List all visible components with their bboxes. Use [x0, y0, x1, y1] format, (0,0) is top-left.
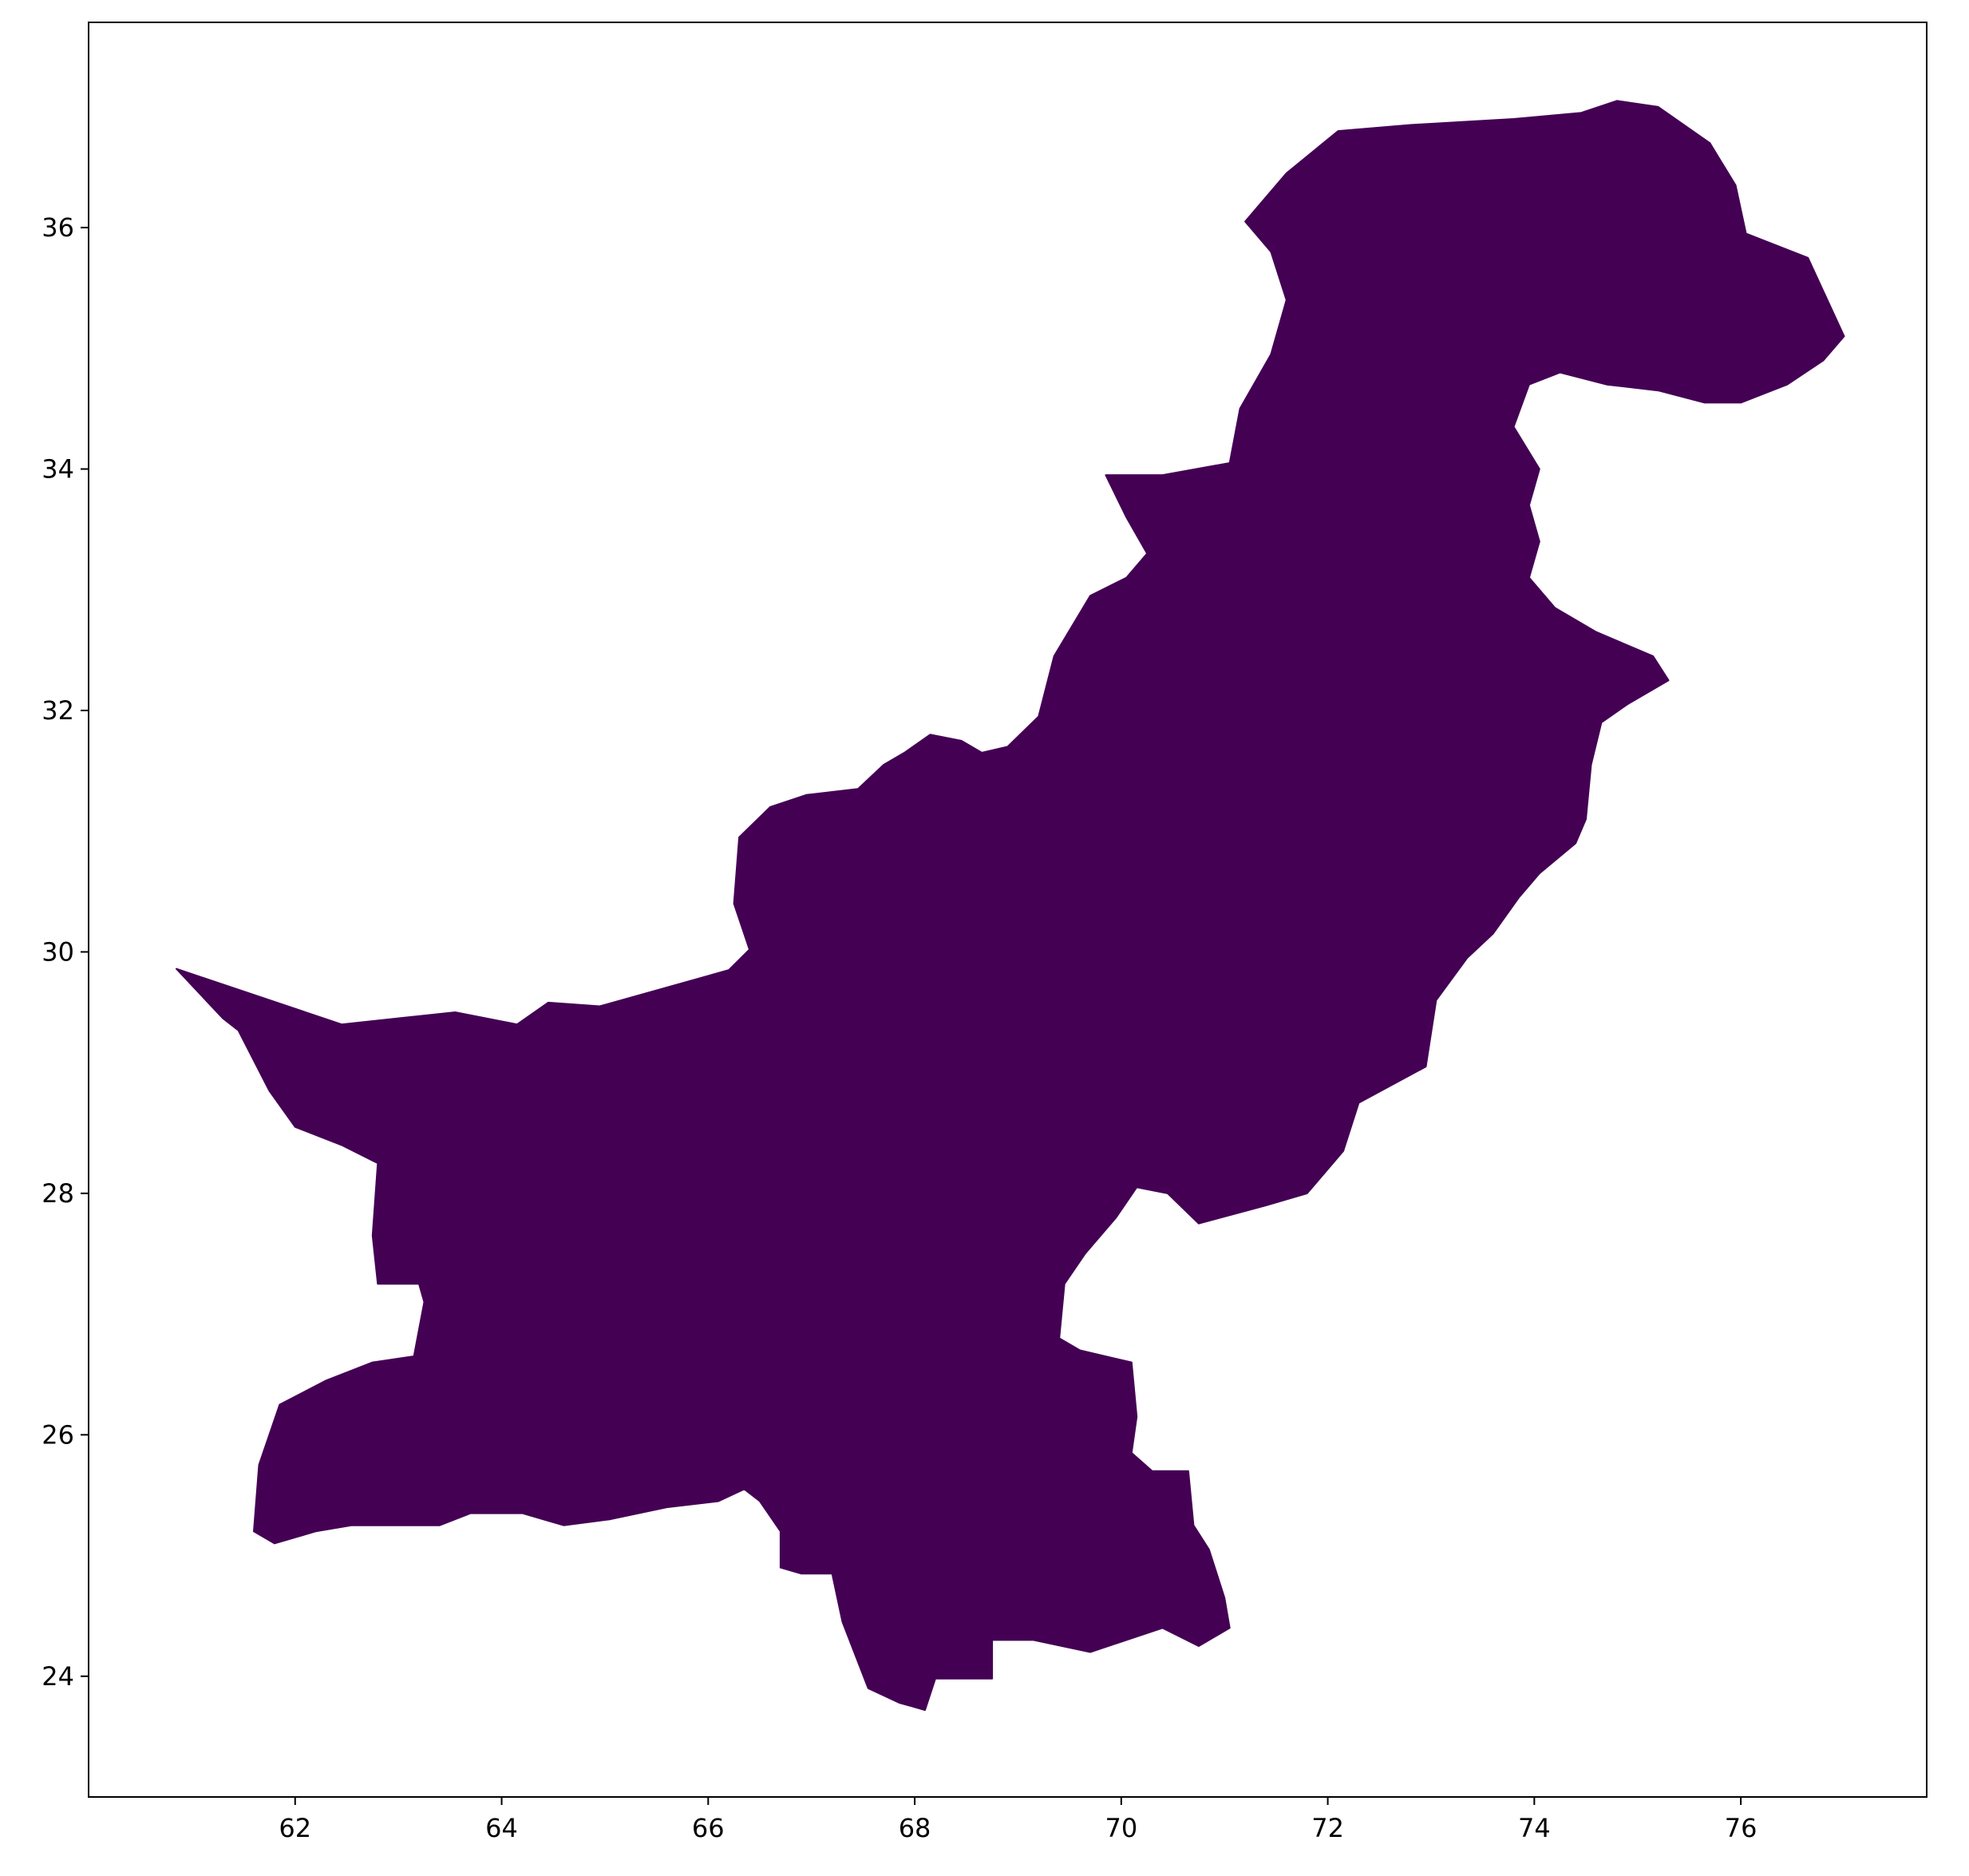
- x-tick-label: 74: [1518, 1813, 1551, 1843]
- x-tick-label: 64: [485, 1813, 518, 1843]
- x-tick-label: 70: [1105, 1813, 1137, 1843]
- y-tick-label: 30: [42, 936, 74, 967]
- region-shape-0: [176, 100, 1845, 1712]
- x-tick-label: 68: [899, 1813, 931, 1843]
- x-tick-label: 66: [692, 1813, 725, 1843]
- x-tick-label: 72: [1311, 1813, 1344, 1843]
- y-tick-label: 24: [42, 1661, 74, 1692]
- y-tick-label: 32: [42, 695, 74, 726]
- y-tick-label: 28: [42, 1178, 74, 1209]
- x-axis: 62 64 66 68 70 72 74 76: [279, 1797, 1757, 1843]
- y-axis: 24 26 28 30 32 34 36: [42, 212, 89, 1692]
- y-tick-label: 34: [42, 454, 74, 485]
- map-regions: [176, 100, 1845, 1712]
- x-tick-label: 62: [279, 1813, 311, 1843]
- x-tick-label: 76: [1725, 1813, 1757, 1843]
- y-tick-label: 36: [42, 212, 74, 243]
- axes-frame: [88, 22, 1927, 1798]
- y-tick-label: 26: [42, 1419, 74, 1450]
